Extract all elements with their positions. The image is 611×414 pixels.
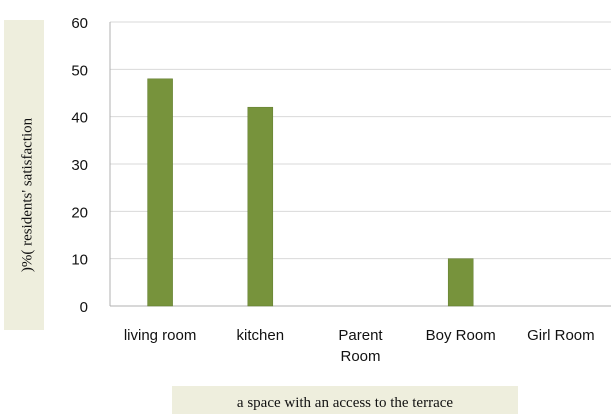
y-tick-label: 50 <box>71 62 88 79</box>
x-tick-label: living room <box>124 327 197 344</box>
y-tick-label: 40 <box>71 110 88 127</box>
y-tick-label: 30 <box>71 157 88 174</box>
x-tick-label: kitchen <box>237 327 285 344</box>
x-tick-label: Boy Room <box>426 327 496 344</box>
y-tick-label: 0 <box>80 299 88 316</box>
bar <box>147 78 173 307</box>
y-axis-label: )%( residents' satisfaction <box>19 117 36 273</box>
x-tick-label: Room <box>340 348 380 365</box>
y-tick-label: 60 <box>71 15 88 32</box>
x-tick-label: Parent <box>338 327 383 344</box>
x-tick-label: Girl Room <box>527 327 595 344</box>
bar <box>447 258 474 307</box>
y-tick-label: 10 <box>71 252 88 269</box>
x-axis-label-box: a space with an access to the terrace <box>172 386 518 414</box>
y-tick-label: 20 <box>71 204 88 221</box>
x-axis-label: a space with an access to the terrace <box>236 395 454 411</box>
y-axis-label-box: )%( residents' satisfaction <box>4 20 44 330</box>
bar <box>247 106 274 307</box>
